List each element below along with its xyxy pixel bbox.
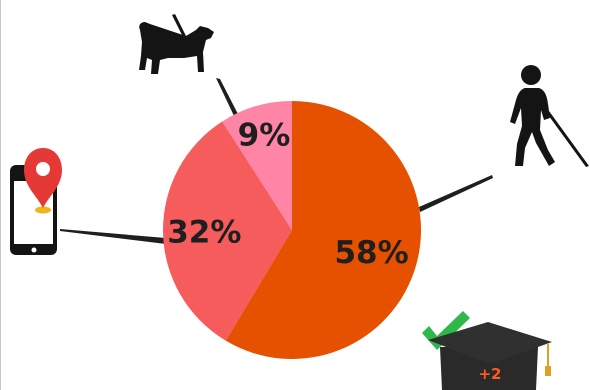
phone-location-icon bbox=[10, 148, 62, 255]
pie-slice-label-2: 9% bbox=[238, 118, 291, 154]
badge-text: +2 bbox=[478, 365, 501, 383]
leader-line-dog bbox=[216, 78, 240, 118]
pie-slice-2 bbox=[222, 101, 292, 230]
graduation-cap-icon: +2 bbox=[428, 322, 552, 390]
pie: 58% 32% 9% bbox=[163, 101, 422, 359]
frame-border bbox=[0, 0, 1, 390]
pie-slice-1 bbox=[163, 121, 292, 341]
leader-line-phone bbox=[60, 229, 166, 244]
blind-person-cane-icon bbox=[510, 65, 589, 167]
leader-line-blind bbox=[419, 175, 493, 212]
pie-slice-label-0: 58% bbox=[334, 235, 408, 271]
leader-lines bbox=[60, 78, 493, 244]
pie-slice-0 bbox=[225, 101, 422, 359]
pie-slice-label-1: 32% bbox=[167, 214, 241, 250]
guide-dog-icon bbox=[139, 14, 214, 74]
